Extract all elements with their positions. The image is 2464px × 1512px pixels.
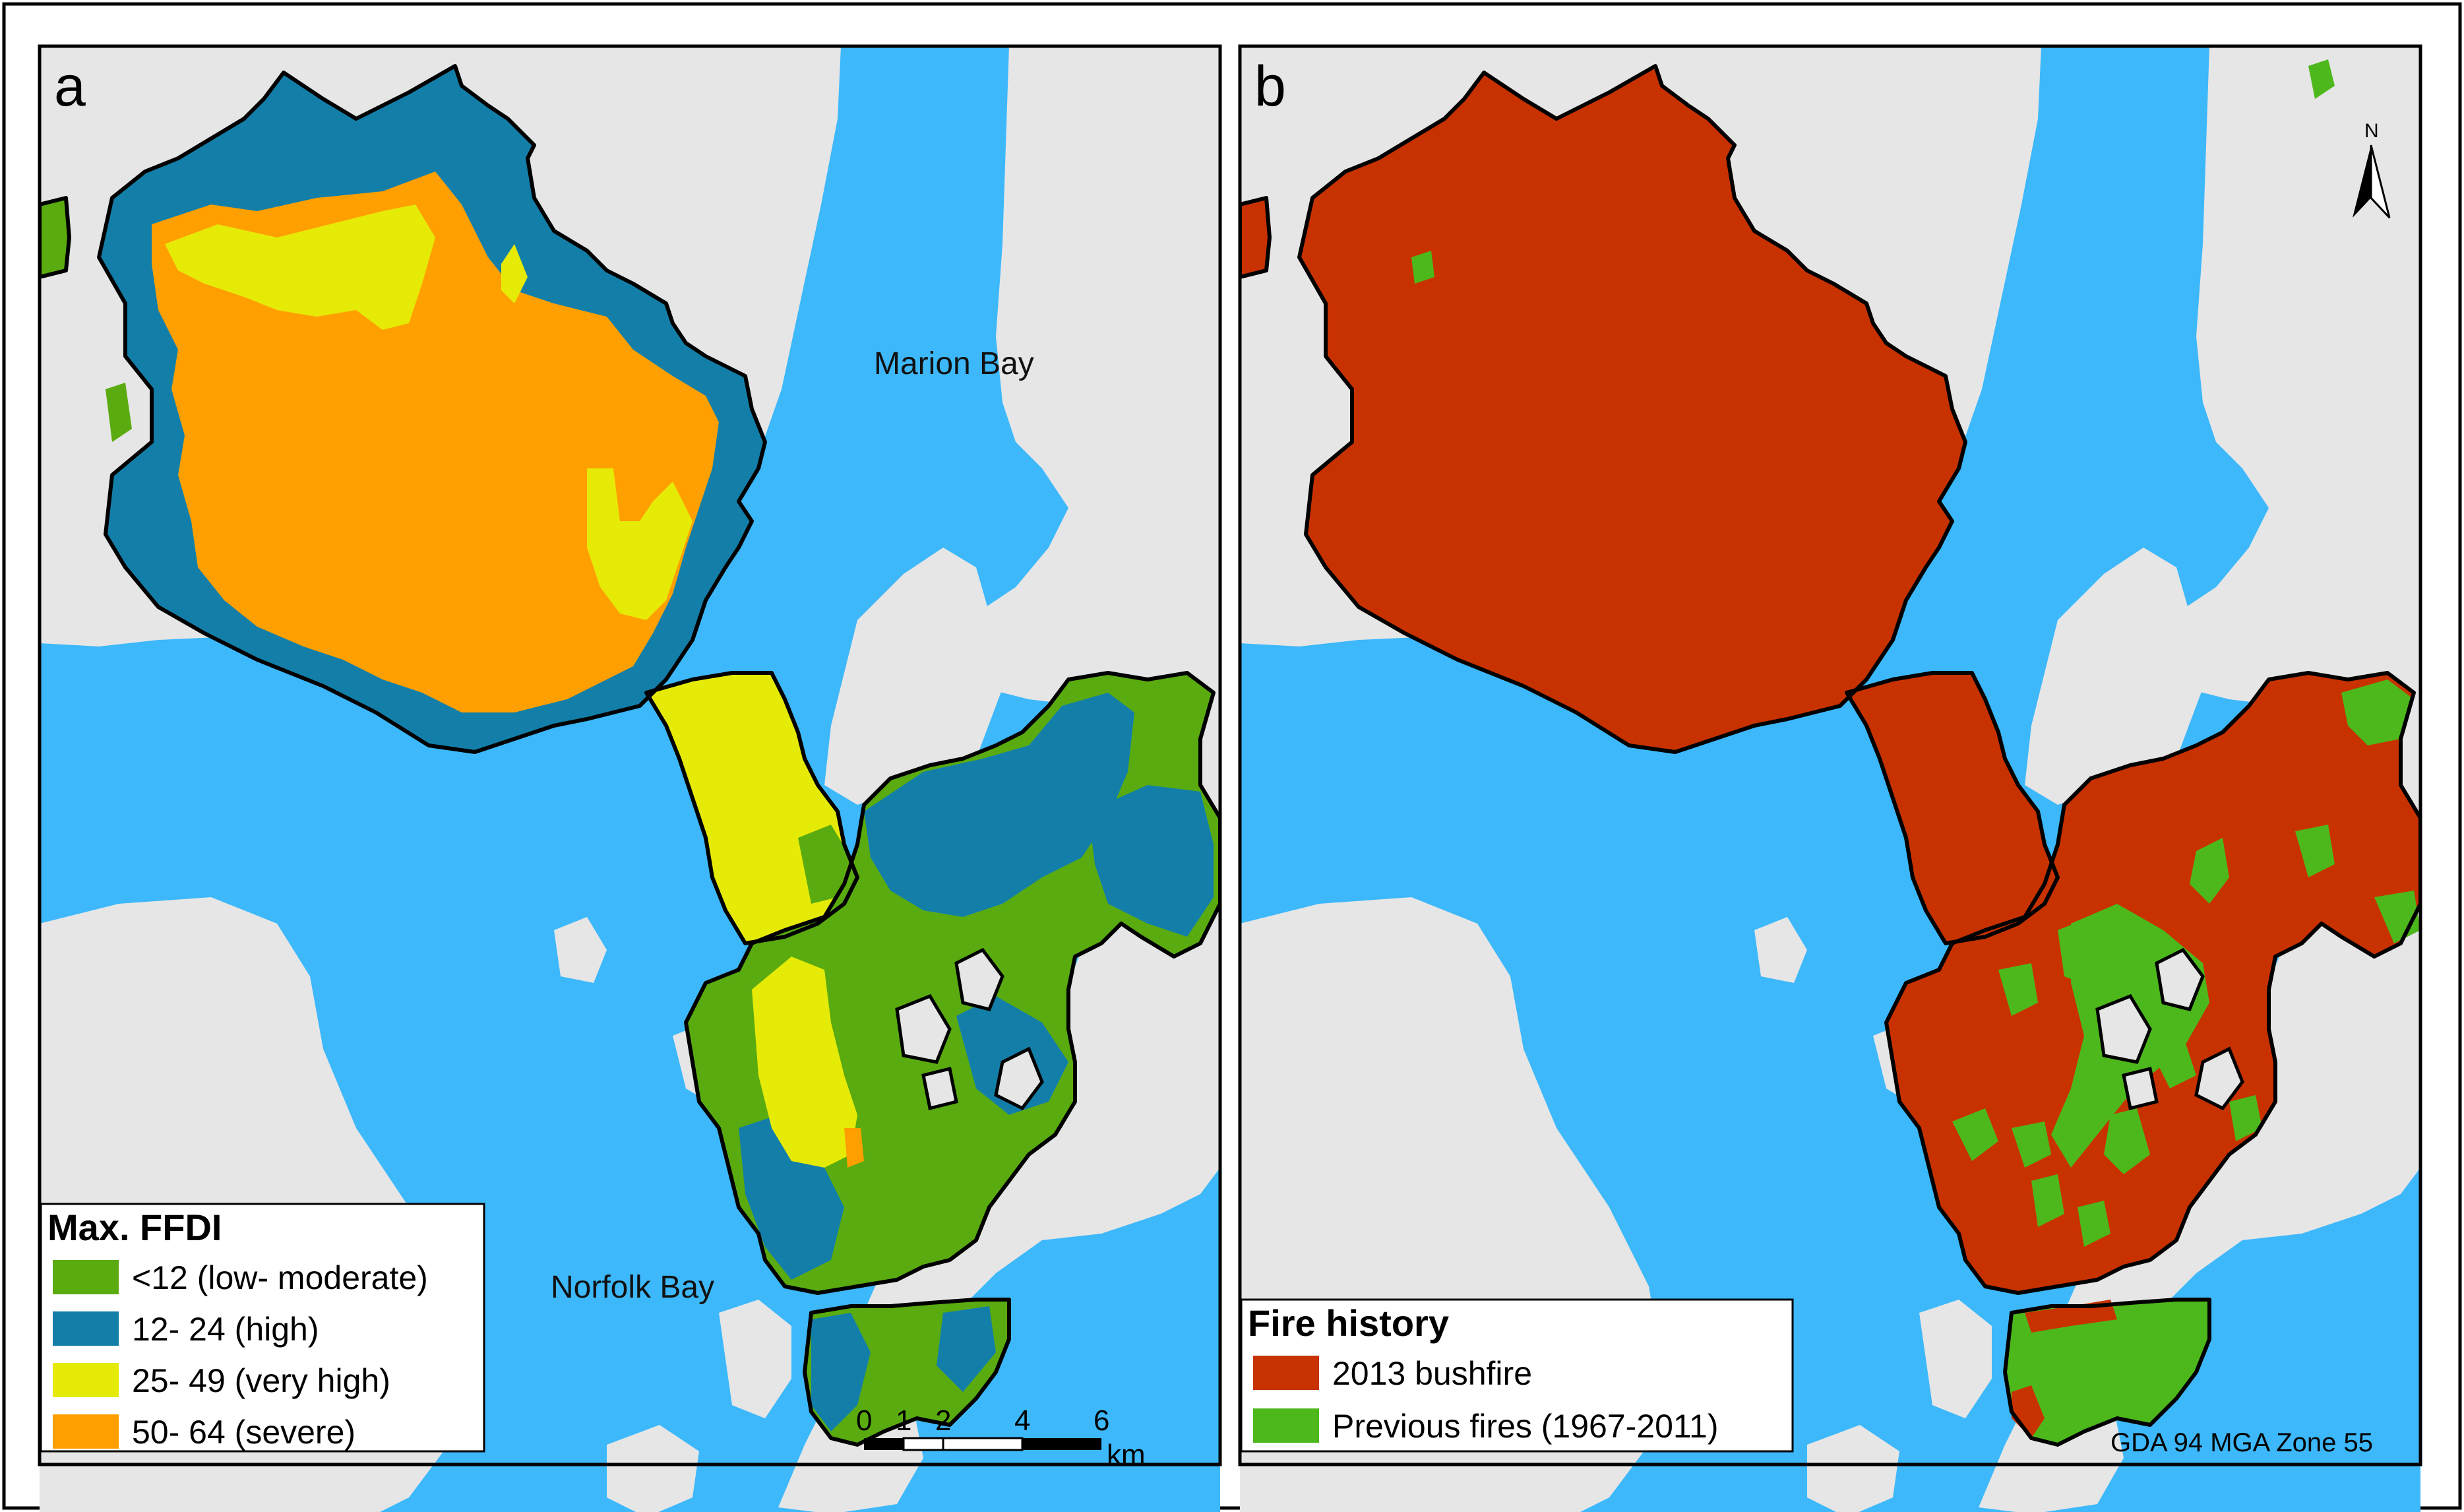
scale-unit: km [1107, 1439, 1146, 1471]
scale-seg-4 [1022, 1438, 1101, 1450]
ffdi-legend-title: Max. FFDI [47, 1207, 222, 1248]
scale-tick-0: 0 [856, 1404, 872, 1437]
fire-history-legend-box [1240, 1298, 1794, 1453]
north-arrow-icon [2353, 145, 2371, 218]
scale-seg-1 [864, 1438, 904, 1450]
fire-history-legend: Fire history 2013 bushfire Previous fires… [1240, 1298, 1794, 1453]
panel-b-letter: b [1254, 55, 1286, 118]
fire-history-legend-label-0: 2013 bushfire [1332, 1355, 1532, 1392]
ffdi-zones-north [99, 66, 765, 752]
norfolk-bay-label: Norfolk Bay [551, 1270, 714, 1305]
north-arrow-label: N [2364, 120, 2379, 142]
scale-tick-4: 4 [1014, 1404, 1030, 1437]
ffdi-legend-swatch-1 [53, 1311, 119, 1346]
north-arrow: N [2353, 120, 2391, 219]
scale-tick-2: 2 [935, 1404, 951, 1437]
scale-seg-3 [942, 1437, 1024, 1451]
ffdi-legend-label-1: 12- 24 (high) [132, 1311, 319, 1348]
ffdi-legend-swatch-0 [53, 1260, 119, 1294]
marion-bay-label: Marion Bay [874, 346, 1034, 381]
ffdi-legend-label-3: 50- 64 (severe) [132, 1414, 355, 1451]
scale-seg-2 [902, 1437, 944, 1451]
panel-a: a Marion Bay Norfolk Bay Max. FFDI <12 (… [38, 44, 1222, 1512]
ffdi-zones-mid [646, 673, 857, 943]
fire-history-legend-swatch-1 [1253, 1408, 1319, 1443]
panel-b-border [1238, 44, 2422, 1466]
scale-tick-1: 1 [896, 1404, 911, 1437]
fire-history-legend-label-1: Previous fires (1967-2011) [1332, 1408, 1718, 1445]
ffdi-legend-swatch-2 [53, 1363, 119, 1397]
panel-a-letter: a [54, 55, 86, 118]
panel-b: b N Fire history 2013 bushfire Previous f… [1238, 44, 2422, 1512]
ffdi-legend-label-0: <12 (low- moderate) [132, 1259, 428, 1296]
fire-history-legend-title: Fire history [1248, 1302, 1449, 1344]
ffdi-legend-label-2: 25- 49 (very high) [132, 1362, 390, 1399]
projection-label: GDA 94 MGA Zone 55 [2110, 1428, 2373, 1457]
ffdi-zones-south [686, 673, 1220, 1293]
ffdi-legend-swatch-3 [53, 1414, 119, 1449]
panel-a-border [38, 44, 1222, 1466]
fire-history-legend-swatch-0 [1253, 1356, 1319, 1390]
scale-tick-6: 6 [1093, 1404, 1109, 1437]
ffdi-zones-island [805, 1300, 1009, 1445]
ffdi-legend: Max. FFDI <12 (low- moderate) 12- 24 (hig… [40, 1203, 485, 1453]
